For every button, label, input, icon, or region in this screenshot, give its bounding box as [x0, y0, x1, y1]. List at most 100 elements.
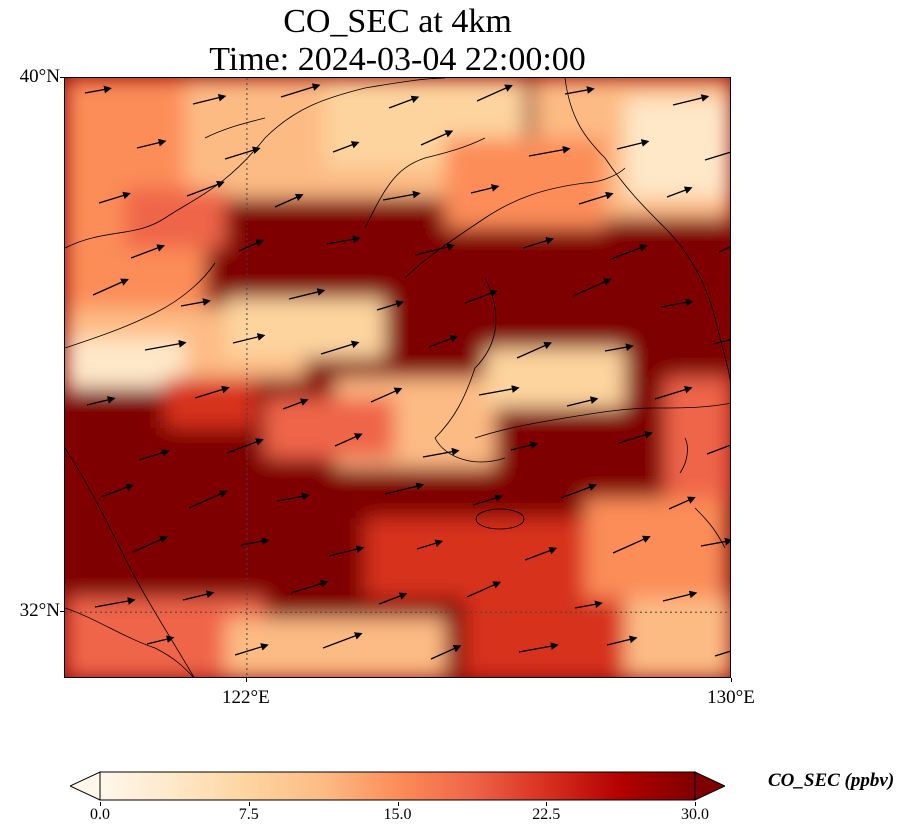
colorbar-tick-label: 30.0 [681, 806, 709, 823]
coastline-segment [564, 78, 730, 381]
wind-vector-arrow [618, 431, 653, 444]
concentration-patch [665, 378, 730, 498]
wind-vector-arrow [180, 298, 211, 307]
wind-vector-arrow [516, 342, 552, 359]
wind-vector-arrow [288, 288, 326, 300]
wind-vector-arrow [668, 496, 696, 510]
concentration-patch [225, 298, 385, 358]
lat-tick-label: 32°N [19, 600, 60, 622]
wind-vector-arrow [146, 635, 175, 645]
wind-vector-arrow [420, 130, 454, 146]
lat-tick-label: 40°N [19, 66, 60, 87]
wind-vector-arrow [192, 93, 227, 105]
wind-vector-arrow [144, 339, 187, 351]
concentration-field [65, 78, 730, 677]
colorbar-tick-mark [397, 802, 399, 806]
wind-vector-arrow [136, 138, 167, 149]
coastline-segment [65, 607, 194, 677]
coastline-segment [474, 402, 730, 439]
colorbar-tick-label: 22.5 [532, 806, 561, 823]
colorbar-tick-mark [100, 802, 101, 806]
wind-vector-arrow [100, 483, 135, 498]
coastline-segment [204, 117, 266, 139]
wind-vector-arrow [94, 597, 136, 608]
wind-vector-arrow [464, 289, 499, 304]
wind-vector-arrow [654, 385, 693, 400]
colorbar-tick-label: 7.5 [238, 806, 259, 823]
lon-tick-label: 130°E [707, 687, 755, 708]
concentration-patch [125, 188, 225, 248]
wind-vector-arrow [98, 191, 131, 204]
wind-vector-arrow [188, 490, 228, 509]
concentration-patch [265, 398, 395, 458]
wind-vector-arrow [138, 449, 170, 461]
wind-vector-arrow [334, 433, 363, 447]
wind-vector-arrow [416, 539, 444, 550]
colorbar-body [99, 771, 696, 801]
wind-vector-arrow [384, 482, 425, 495]
wind-vector-arrow [578, 191, 614, 205]
wind-vector-arrow [290, 579, 329, 594]
co-field-layer [65, 78, 730, 677]
gridlines [65, 78, 730, 677]
wind-vector-arrow [666, 186, 693, 198]
wind-vector-arrow [326, 235, 361, 245]
wind-vector-arrow [660, 298, 694, 308]
wind-vector-arrow [194, 385, 230, 399]
wind-vector-arrow [700, 537, 730, 547]
wind-vector-arrow [182, 590, 215, 601]
wind-vector-arrow [510, 441, 539, 451]
colorbar-extend-max [694, 771, 725, 801]
wind-vector-arrow [328, 545, 365, 557]
wind-vector-arrow [524, 547, 558, 561]
island-outline [475, 508, 525, 530]
concentration-patch [365, 518, 585, 598]
coastline-segment [364, 137, 486, 229]
wind-vector-arrow [718, 246, 730, 253]
wind-vector-arrow [566, 396, 599, 407]
wind-vector-arrow [470, 184, 500, 194]
wind-vector-arrow [274, 193, 304, 208]
wind-vector-arrow [472, 494, 503, 506]
wind-vector-arrow [478, 385, 520, 396]
coastline-segment [404, 167, 626, 279]
coastline-layer [65, 78, 730, 677]
coastline-segment [679, 437, 688, 474]
wind-vector-arrow [672, 94, 710, 106]
wind-vector-arrow [518, 642, 559, 653]
wind-vector-arrow [466, 581, 502, 598]
wind-vector-arrow [414, 243, 456, 256]
lat-tick-mark [60, 611, 64, 613]
wind-vector-arrow [476, 84, 513, 102]
wind-vector-arrow [610, 244, 648, 260]
wind-vector-arrow [132, 536, 168, 553]
wind-vector-arrow [238, 239, 264, 252]
wind-vector-arrow [572, 278, 612, 297]
wind-vector-arrow [370, 387, 403, 403]
wind-vector-layer [84, 83, 730, 660]
wind-vector-arrow [528, 145, 571, 157]
wind-vector-arrow [232, 333, 266, 344]
lat-tick-mark [60, 77, 64, 78]
wind-vector-arrow [280, 83, 321, 98]
wind-vector-arrow [616, 139, 650, 150]
concentration-patch [165, 378, 255, 428]
coastline-segment [434, 277, 506, 463]
wind-vector-arrow [712, 339, 730, 345]
map-panel [64, 77, 731, 678]
wind-vector-arrow [382, 190, 421, 201]
colorbar-extend-min [70, 771, 101, 801]
wind-vector-arrow [604, 343, 634, 352]
colorbar [70, 771, 725, 801]
wind-vector-arrow [224, 146, 261, 160]
wind-vector-arrow [560, 483, 597, 499]
concentration-patch [625, 598, 730, 677]
wind-vector-arrow [234, 643, 269, 656]
wind-vector-arrow [378, 592, 408, 605]
wind-vector-arrow [332, 141, 360, 153]
concentration-patch [485, 348, 625, 408]
wind-vector-arrow [320, 340, 360, 355]
concentration-patch [625, 98, 730, 198]
colorbar-tick-mark [546, 802, 548, 806]
wind-vector-arrow [376, 300, 405, 311]
